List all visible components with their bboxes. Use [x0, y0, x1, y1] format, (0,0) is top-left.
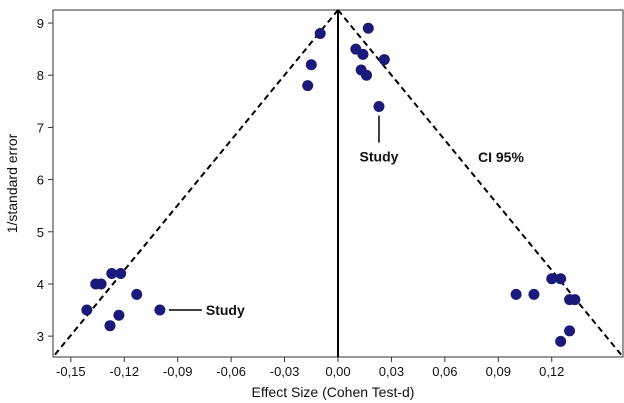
data-point: [113, 309, 125, 321]
x-tick-label: 0,09: [486, 364, 511, 379]
ci-label: CI 95%: [478, 149, 524, 165]
study-label-right: Study: [360, 149, 399, 165]
y-tick-label: 7: [37, 120, 44, 135]
x-tick-label: 0,03: [379, 364, 404, 379]
data-point: [154, 304, 166, 316]
y-tick-label: 3: [37, 329, 44, 344]
data-point: [555, 335, 567, 347]
x-axis-ticks: -0,15 -0,12 -0,09 -0,06 -0,03 0,00 0,03 0,06 0,0…: [56, 357, 564, 379]
data-point: [361, 69, 372, 81]
ci-left-bound: [52, 9, 339, 358]
annotations: Study Study: [168, 115, 399, 318]
x-tick-label: -0,09: [163, 364, 193, 379]
data-point: [131, 288, 143, 300]
data-point: [569, 294, 581, 306]
y-tick-label: 5: [37, 225, 44, 240]
data-point: [104, 320, 116, 332]
data-point: [106, 268, 118, 280]
x-tick-label: -0,03: [270, 364, 300, 379]
x-tick-label: 0,12: [539, 364, 564, 379]
data-point: [81, 304, 93, 316]
data-point: [357, 48, 369, 60]
x-tick-label: -0,12: [109, 364, 139, 379]
y-tick-label: 9: [37, 16, 44, 31]
data-point: [362, 22, 374, 34]
data-point: [378, 54, 390, 66]
data-point: [314, 27, 326, 39]
data-point: [305, 59, 317, 71]
data-point: [564, 325, 576, 337]
data-points: [81, 22, 581, 347]
data-point: [555, 273, 567, 285]
y-axis-title: 1/standard error: [4, 133, 20, 233]
data-point: [510, 288, 522, 300]
y-tick-label: 4: [37, 277, 44, 292]
x-tick-label: 0,06: [432, 364, 457, 379]
data-point: [302, 80, 314, 92]
y-tick-label: 8: [37, 68, 44, 83]
x-tick-label: 0,00: [325, 364, 350, 379]
y-tick-label: 6: [37, 173, 44, 188]
data-point: [95, 278, 107, 290]
data-point: [115, 268, 127, 280]
x-tick-label: -0,06: [216, 364, 246, 379]
study-label-left: Study: [206, 302, 245, 318]
y-axis-ticks: 3 4 5 6 7 8 9: [37, 16, 53, 344]
data-point: [546, 273, 558, 285]
data-point: [373, 101, 385, 113]
x-tick-label: -0,15: [56, 364, 86, 379]
x-axis-title: Effect Size (Cohen Test-d): [252, 384, 415, 400]
data-point: [528, 288, 540, 300]
